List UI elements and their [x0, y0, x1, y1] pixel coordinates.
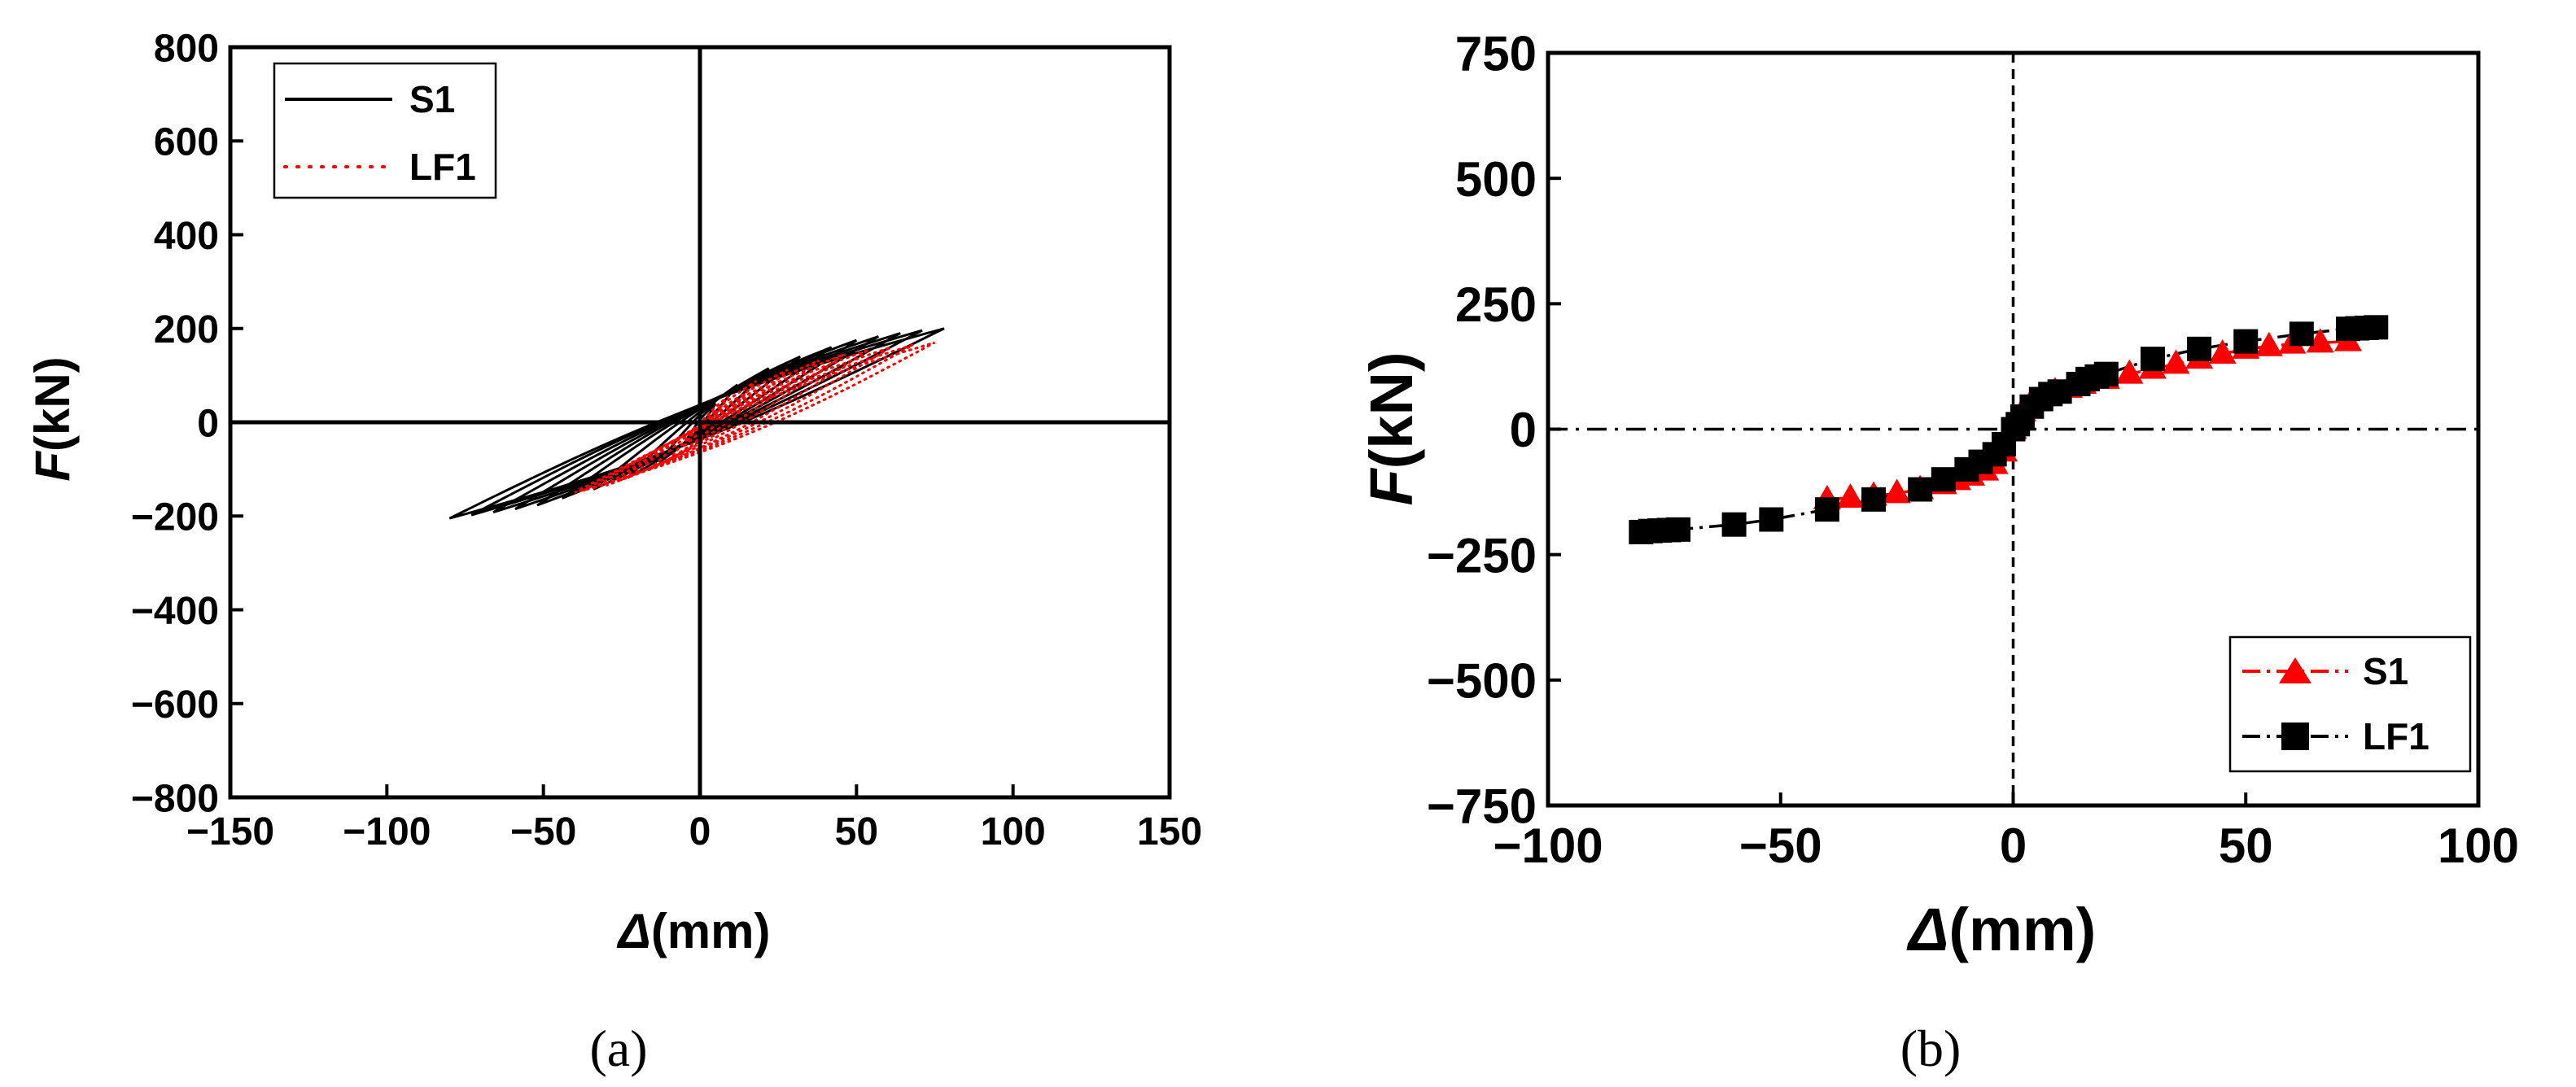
panel-b-x-tick-label: −50	[1739, 819, 1822, 873]
panel-a-x-tick-label: 150	[1137, 810, 1202, 853]
panel-b-x-axis-title: Δ(mm)	[1906, 896, 2097, 963]
series-lf1-point	[1908, 477, 1933, 502]
panel-a-x-tick-label: −150	[186, 810, 274, 853]
series-lf1-loop	[574, 341, 936, 494]
panel-a-x-tick-label: −100	[343, 810, 431, 853]
series-s1-point	[2255, 331, 2283, 356]
series-lf1-point	[2187, 336, 2212, 361]
legend-label-lf1: LF1	[409, 146, 476, 188]
panel-a-x-axis-title: Δ(mm)	[617, 904, 771, 958]
panel-a-x-tick-label: 0	[689, 810, 711, 853]
legend-label-lf1: LF1	[2363, 715, 2429, 757]
series-lf1-point	[2364, 315, 2389, 340]
series-s1-point	[2162, 349, 2190, 374]
panel-a-y-tick-label: 200	[154, 308, 219, 351]
panel-a-y-tick-label: 0	[197, 402, 219, 445]
panel-a-chart: −150 −100 −50 0 50 100 150 800 600 400 200 0 −200 −40…	[25, 27, 1202, 1077]
panel-b-x-tick-label: −100	[1493, 819, 1603, 873]
legend-label-s1: S1	[2363, 650, 2408, 692]
panel-a-y-tick-label: 800	[154, 27, 219, 70]
series-lf1-loop	[649, 369, 789, 470]
panel-b-y-tick-label: −250	[1427, 528, 1537, 583]
panel-b-x-tick-label: 50	[2219, 819, 2273, 873]
panel-b-series-group	[1629, 315, 2389, 544]
panel-b-x-tick-label: 100	[2438, 819, 2519, 873]
panel-a-y-tick-label: 600	[154, 121, 219, 164]
panel-b-y-tick-label: 0	[1510, 403, 1537, 457]
series-lf1-point	[1721, 512, 1747, 537]
panel-b-y-tick-label: 250	[1455, 277, 1537, 332]
series-s1-point	[2306, 328, 2334, 353]
series-lf1-point	[1666, 517, 1691, 542]
legend-marker-s1	[2279, 657, 2311, 683]
panel-b-y-tick-label: 500	[1455, 152, 1537, 207]
panel-a-x-tick-label: 100	[981, 810, 1046, 853]
panel-a-y-tick-label: −400	[131, 590, 219, 633]
panel-b-y-axis-title: F(kN)	[1358, 351, 1425, 505]
series-s1-point	[1883, 478, 1911, 504]
panel-a-ticks: −150 −100 −50 0 50 100 150 800 600 400 200 0 −200 −40…	[131, 27, 1202, 853]
series-lf1-point	[2289, 321, 2314, 347]
series-lf1-point	[1931, 467, 1956, 492]
panel-a-y-tick-label: −600	[131, 683, 219, 727]
series-lf1-point	[1759, 507, 1784, 532]
panel-b-x-tick-label: 0	[2000, 819, 2027, 873]
series-lf1-point	[2233, 329, 2259, 354]
legend-label-s1: S1	[409, 78, 455, 120]
series-lf1-point	[1861, 487, 1887, 512]
panel-b-y-tick-label: −750	[1427, 779, 1537, 834]
series-lf1-point	[1814, 497, 1839, 522]
panel-b-legend: S1 LF1	[2228, 635, 2472, 773]
series-lf1-point	[2093, 361, 2119, 386]
panel-a-x-tick-label: −50	[510, 810, 576, 853]
panel-a-x-tick-label: 50	[835, 810, 878, 853]
panel-b-caption: (b)	[1900, 1019, 1962, 1077]
panel-a-legend: S1 LF1	[273, 62, 497, 199]
panel-a-y-tick-label: −800	[131, 777, 219, 820]
series-s1-point	[2208, 339, 2237, 364]
panel-a-y-tick-label: −200	[131, 496, 219, 539]
panel-a-series-group	[448, 327, 945, 520]
panel-a-caption: (a)	[589, 1019, 647, 1077]
series-s1-loop	[593, 355, 802, 491]
panel-a-y-tick-label: 400	[154, 215, 219, 258]
series-s1-point	[1836, 482, 1865, 508]
panel-b-legend-box	[2228, 635, 2472, 773]
legend-marker-lf1	[2281, 722, 2309, 750]
panel-a-y-axis-title: F(kN)	[25, 356, 80, 481]
series-s1-point	[2115, 359, 2144, 384]
series-lf1-point	[2140, 347, 2165, 372]
panel-b-y-tick-label: −500	[1427, 653, 1537, 708]
series-lf1-loop	[667, 380, 758, 461]
panel-b-y-tick-label: 750	[1455, 27, 1537, 81]
panel-a-legend-box	[273, 62, 497, 199]
